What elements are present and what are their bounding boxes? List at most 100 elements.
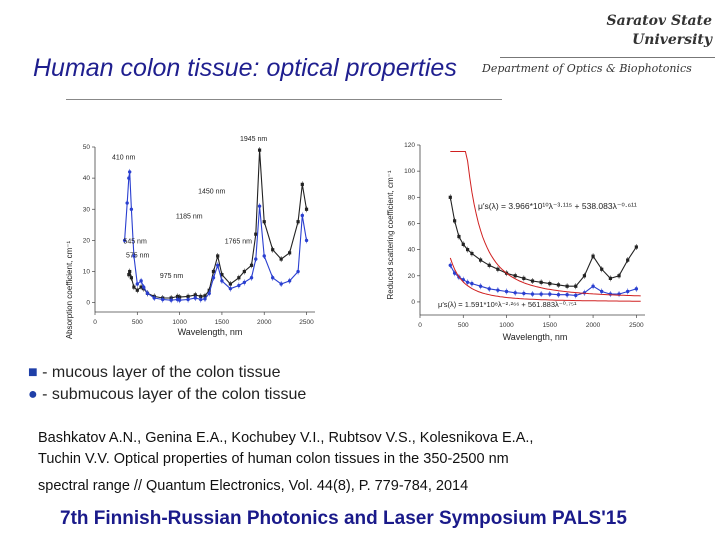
header-divider (500, 57, 715, 58)
chart1-point-circle (215, 263, 220, 268)
chart1-point-square (186, 294, 190, 299)
chart1-point-circle (193, 296, 197, 300)
chart2-point-square (565, 284, 569, 288)
chart1-point-circle (228, 286, 233, 291)
chart1-point-square (127, 273, 131, 277)
chart2-point-circle (496, 288, 500, 292)
chart1-point-circle (300, 213, 305, 218)
chart1-point-circle (257, 204, 262, 208)
chart1-point-circle (127, 176, 131, 180)
chart2-point-square (634, 245, 638, 249)
department-name: Department of Optics & Biophotonics (482, 62, 692, 75)
chart2-point-circle (565, 293, 569, 297)
chart2-point-square (530, 279, 535, 283)
chart2-point-square (461, 242, 465, 246)
chart2-fit-curve (449, 257, 641, 302)
chart1-x-tick-label: 500 (132, 319, 143, 326)
chart1-point-circle (287, 279, 292, 283)
chart2-x-tick-label: 1500 (543, 322, 558, 329)
scattering-equation-mucous: μ′s(λ) = 3.966*10¹⁰λ⁻³·¹¹⁵ + 538.083λ⁻⁰·… (478, 201, 637, 211)
chart2-series-submucous (449, 265, 637, 296)
chart2-point-square (574, 284, 578, 288)
chart1-point-circle (242, 280, 247, 285)
chart1-y-tick-label: 0 (86, 300, 90, 307)
chart2-point-circle (478, 284, 483, 288)
chart1-y-tick-label: 20 (83, 237, 91, 244)
chart2-point-square (548, 282, 552, 286)
chart2-point-square (608, 276, 612, 280)
chart1-point-square (203, 294, 207, 298)
chart1-point-circle (270, 276, 275, 280)
chart1-point-circle (296, 269, 300, 274)
chart2-point-square (478, 258, 483, 262)
chart2-point-square (465, 248, 470, 252)
scattering-x-axis-label: Wavelength, nm (503, 332, 568, 342)
chart1-point-square (249, 263, 254, 267)
chart2-fit-curve (450, 151, 641, 297)
chart1-y-tick-label: 50 (83, 144, 91, 151)
chart1-point-circle (125, 201, 129, 205)
chart2-point-square (626, 258, 630, 262)
chart1-point-square (132, 285, 136, 289)
chart1-point-circle (207, 291, 211, 296)
chart1-point-square (216, 254, 220, 258)
chart1-point-square (178, 295, 182, 299)
chart2-point-square (539, 280, 543, 284)
chart1-point-circle (199, 297, 203, 302)
chart2-point-circle (539, 292, 543, 296)
chart2-point-square (600, 267, 604, 271)
chart1-point-square (300, 182, 304, 186)
chart1-point-circle (129, 207, 134, 211)
scattering-axes: 0 500 1000 1500 2000 2500 0 20 40 60 80 100 120 (404, 142, 645, 329)
chart1-point-square (304, 207, 309, 211)
conference-footer: 7th Finnish-Russian Photonics and Laser … (60, 508, 627, 529)
chart1-x-tick-label: 1000 (172, 319, 187, 326)
chart2-point-circle (574, 293, 578, 298)
legend-label-submucous: - submucous layer of the colon tissue (42, 386, 307, 403)
legend-square-marker: ■ (28, 364, 38, 381)
chart2-point-circle (591, 284, 595, 288)
legend-item-mucous: ■ - mucous layer of the colon tissue (28, 362, 306, 384)
chart2-x-tick-label: 2000 (586, 322, 601, 329)
chart2-y-tick-label: 0 (411, 299, 415, 306)
chart2-point-circle (465, 280, 470, 285)
chart1-point-circle (145, 291, 150, 296)
legend-circle-marker: ● (28, 386, 38, 403)
chart1-point-square (257, 148, 262, 152)
chart1-point-circle (135, 282, 140, 286)
chart1-point-circle (254, 257, 258, 261)
chart1-point-square (220, 273, 224, 277)
chart2-point-square (582, 274, 587, 278)
chart1-x-tick-label: 1500 (215, 319, 230, 326)
chart2-point-circle (600, 289, 604, 294)
chart2-point-circle (634, 287, 639, 291)
chart2-point-square (591, 254, 595, 258)
chart2-point-circle (548, 292, 552, 296)
chart1-point-circle (203, 297, 207, 301)
chart2-point-circle (556, 293, 561, 297)
chart1-point-circle (139, 279, 143, 283)
reference-line: spectral range // Quantum Electronics, V… (38, 478, 469, 494)
chart1-x-tick-label: 2000 (257, 319, 272, 326)
chart2-y-tick-label: 80 (408, 194, 416, 201)
chart1-point-circle (262, 254, 266, 258)
absorption-y-axis-label: Absorption coefficient, cm⁻¹ (65, 240, 74, 339)
chart1-annotation: 545 nm (123, 239, 147, 246)
chart1-point-square (193, 293, 197, 297)
absorption-chart: 0 500 1000 1500 2000 2500 0 10 20 30 40 50 1945 nm 41… (65, 136, 315, 339)
chart1-point-square (175, 294, 180, 299)
chart2-y-tick-label: 40 (408, 247, 416, 254)
chart1-point-circle (122, 238, 127, 243)
chart1-point-circle (249, 276, 254, 280)
chart2-y-tick-label: 20 (408, 273, 416, 280)
chart1-annotation: 575 nm (126, 253, 150, 260)
chart2-point-square (457, 234, 461, 239)
chart1-annotation: 1945 nm (240, 136, 267, 143)
university-line1: Saratov State (606, 13, 712, 29)
chart1-point-circle (141, 285, 146, 289)
chart1-point-circle (279, 282, 283, 286)
university-line2: University (632, 32, 712, 48)
chart1-point-square (279, 257, 283, 261)
chart1-point-circle (132, 254, 136, 258)
chart2-point-square (448, 195, 452, 199)
